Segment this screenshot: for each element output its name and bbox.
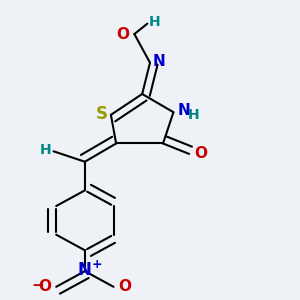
Text: O: O	[38, 279, 51, 294]
Text: +: +	[91, 258, 102, 271]
Text: S: S	[96, 104, 108, 122]
Text: N: N	[78, 261, 92, 279]
Text: H: H	[149, 15, 160, 29]
Text: H: H	[188, 108, 200, 122]
Text: −: −	[32, 278, 44, 293]
Text: H: H	[39, 143, 51, 157]
Text: O: O	[116, 26, 129, 41]
Text: O: O	[119, 279, 132, 294]
Text: N: N	[153, 54, 165, 69]
Text: O: O	[194, 146, 207, 161]
Text: N: N	[177, 103, 190, 118]
